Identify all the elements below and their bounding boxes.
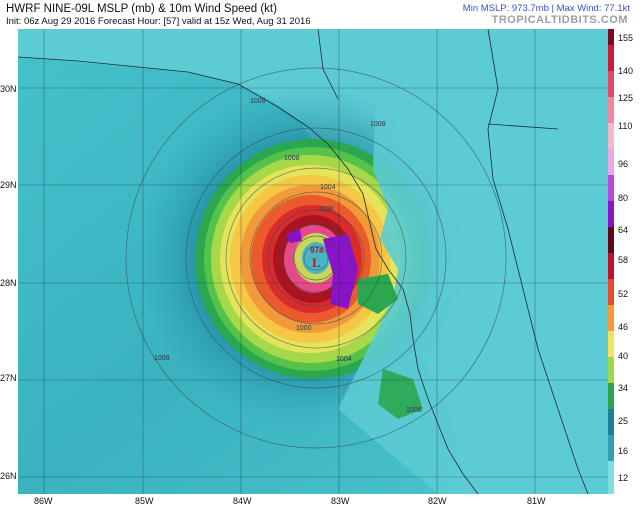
colorbar-ticks: 155 140 125 110 96 80 64 58 52 46 40 34 … (618, 33, 633, 483)
isobar-label: 1000 (318, 206, 334, 213)
lat-label-27n: 27N (0, 373, 17, 383)
isobars (125, 67, 507, 449)
lon-label-83w: 83W (331, 496, 350, 506)
lat-label-29n: 29N (0, 180, 17, 190)
colorbar-tick: 34 (618, 383, 628, 393)
storm-wind-field (195, 29, 608, 494)
colorbar-tick: 140 (618, 66, 633, 76)
colorbar-tick: 12 (618, 473, 628, 483)
isobar-label: 1004 (320, 184, 336, 191)
graticule (18, 29, 608, 494)
colorbar-tick: 16 (618, 446, 628, 456)
lon-label-84w: 84W (233, 496, 252, 506)
isobar-label: 1008 (406, 407, 422, 414)
isobar-label: 1008 (250, 98, 266, 105)
map-canvas: 1008 1008 1008 1004 1000 1000 1004 1008 … (18, 29, 608, 494)
isobar-label: 1008 (284, 155, 300, 162)
wind-speed-map: 1008 1008 1008 1004 1000 1000 1004 1008 … (18, 29, 608, 494)
colorbar-tick: 40 (618, 351, 628, 361)
isobar-label: 1008 (154, 355, 170, 362)
colorbar-canvas: 155 140 125 110 96 80 64 58 52 46 40 34 … (608, 29, 633, 494)
isobar-label: 1000 (296, 325, 312, 332)
colorbar-tick: 25 (618, 416, 628, 426)
isobar-label: 1004 (336, 356, 352, 363)
lon-label-81w: 81W (527, 496, 546, 506)
forecast-info: Init: 06z Aug 29 2016 Forecast Hour: [57… (6, 16, 311, 27)
low-pressure-marker: L (312, 255, 321, 270)
colorbar-swatches (608, 29, 614, 494)
lat-label-26n: 26N (0, 471, 17, 481)
colorbar-tick: 155 (618, 33, 633, 43)
colorbar-tick: 58 (618, 255, 628, 265)
lon-label-82w: 82W (428, 496, 447, 506)
coastlines (18, 29, 589, 494)
lat-label-28n: 28N (0, 278, 17, 288)
colorbar-tick: 52 (618, 289, 628, 299)
colorbar-tick: 96 (618, 159, 628, 169)
colorbar-tick: 125 (618, 93, 633, 103)
wind-speed-colorbar: 155 140 125 110 96 80 64 58 52 46 40 34 … (608, 29, 640, 494)
colorbar-tick: 46 (618, 322, 628, 332)
lon-label-85w: 85W (135, 496, 154, 506)
storm-stats: Min MSLP: 973.7mb | Max Wind: 77.1kt (462, 3, 630, 14)
map-title: HWRF NINE-09L MSLP (mb) & 10m Wind Speed… (6, 3, 277, 15)
isobar-labels: 1008 1008 1008 1004 1000 1000 1004 1008 … (154, 98, 422, 414)
min-pressure-label: 974 (310, 246, 324, 255)
colorbar-tick: 80 (618, 193, 628, 203)
site-brand: TROPICALTIDBITS.COM (491, 14, 628, 26)
lat-label-30n: 30N (0, 84, 17, 94)
colorbar-tick: 110 (618, 121, 632, 131)
colorbar-tick: 64 (618, 225, 628, 235)
lon-label-86w: 86W (34, 496, 53, 506)
isobar-label: 1008 (370, 121, 386, 128)
map-header: HWRF NINE-09L MSLP (mb) & 10m Wind Speed… (0, 0, 640, 30)
